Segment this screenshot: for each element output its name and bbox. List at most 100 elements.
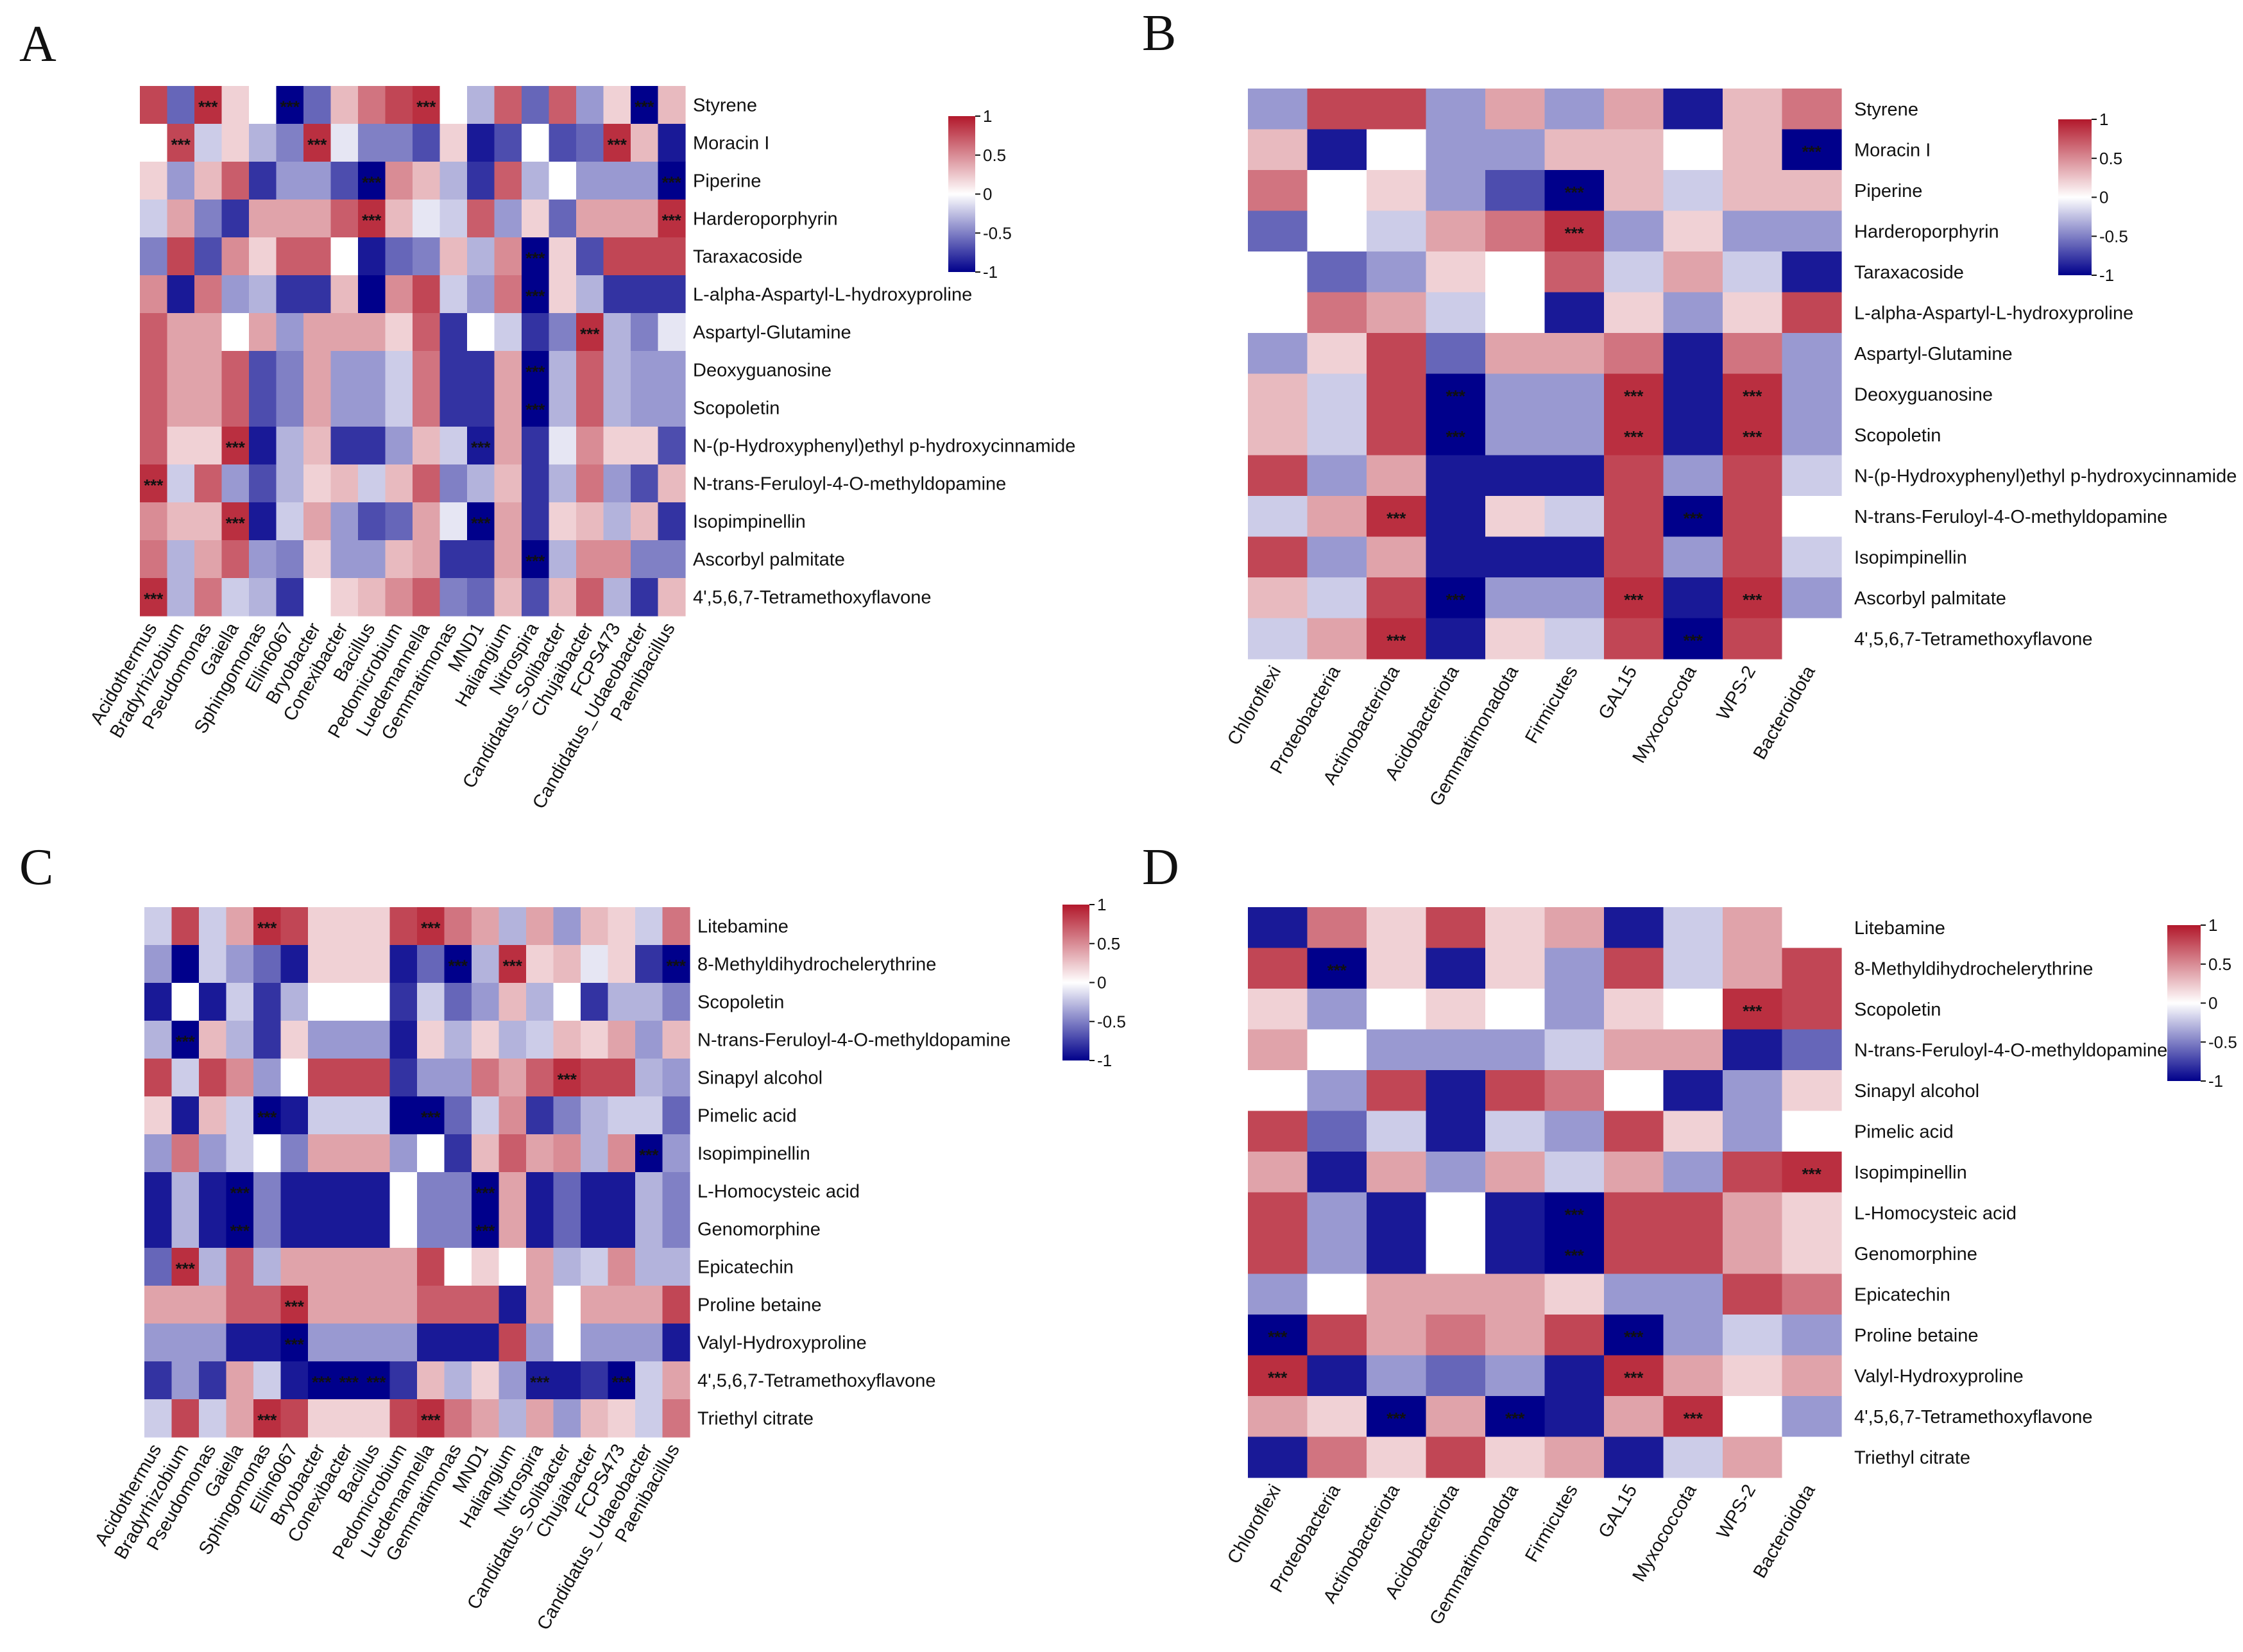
heatmap-cell — [553, 1172, 581, 1211]
heatmap-cell — [1782, 577, 1842, 619]
heatmap-cell — [226, 1172, 254, 1211]
heatmap-cell — [1723, 1355, 1783, 1397]
heatmap-cell — [499, 1324, 527, 1362]
heatmap-cell — [1544, 1436, 1605, 1478]
heatmap-cell — [603, 351, 631, 389]
heatmap-cell — [417, 1096, 445, 1135]
heatmap-cell — [194, 237, 223, 276]
heatmap-cell — [658, 351, 686, 389]
row-label: Scopoletin — [1854, 1000, 1941, 1020]
heatmap-cell — [1426, 1029, 1486, 1071]
colorbar-tick-label: 0.5 — [2099, 149, 2122, 168]
heatmap-cell — [499, 1059, 527, 1097]
heatmap-cell — [635, 1134, 663, 1173]
significance-marker: *** — [612, 1373, 632, 1392]
heatmap-cell — [1604, 373, 1664, 415]
heatmap-cell — [581, 907, 609, 946]
significance-marker: *** — [525, 552, 545, 571]
heatmap-cell — [1367, 1152, 1427, 1193]
heatmap-cell — [1248, 414, 1308, 456]
colorbar — [2058, 119, 2092, 275]
heatmap-cell — [335, 1399, 363, 1438]
heatmap-cell — [1307, 170, 1367, 212]
heatmap-cell — [1485, 1273, 1546, 1315]
significance-marker: *** — [1565, 223, 1585, 243]
significance-marker: *** — [525, 249, 545, 268]
heatmap-cell — [1426, 455, 1486, 497]
heatmap-cell — [658, 86, 686, 124]
heatmap-cell — [1367, 1355, 1427, 1397]
heatmap-cell — [1426, 989, 1486, 1030]
heatmap-cell — [194, 578, 223, 617]
heatmap-cell — [1663, 1315, 1723, 1356]
heatmap-cell — [1307, 1192, 1367, 1234]
heatmap-cell — [549, 502, 577, 541]
heatmap-cell — [171, 1361, 200, 1400]
heatmap-cell — [413, 124, 441, 162]
heatmap-cell — [362, 1399, 391, 1438]
heatmap-cell — [249, 540, 277, 579]
heatmap-cell — [444, 1021, 472, 1059]
significance-marker: *** — [230, 1184, 250, 1203]
heatmap-cell — [494, 351, 522, 389]
heatmap-cell — [499, 1172, 527, 1211]
heatmap-cell — [1367, 373, 1427, 415]
heatmap-cell — [553, 1096, 581, 1135]
significance-marker: *** — [339, 1373, 359, 1392]
colorbar-tick-label: -0.5 — [2099, 226, 2128, 246]
colorbar-tick-label: 1 — [1097, 895, 1106, 914]
heatmap-cell — [467, 124, 495, 162]
heatmap-cell — [553, 1399, 581, 1438]
heatmap-cell — [221, 313, 250, 352]
heatmap-cell — [389, 1286, 418, 1324]
row-label: 4',5,6,7-Tetramethoxyflavone — [697, 1371, 935, 1392]
panel-letter: A — [19, 16, 56, 72]
heatmap-cell — [608, 1059, 636, 1097]
heatmap-cell — [635, 1021, 663, 1059]
heatmap-cell — [658, 162, 686, 200]
heatmap-cell — [303, 578, 332, 617]
heatmap-cell — [631, 162, 659, 200]
heatmap-cell — [1248, 1192, 1308, 1234]
heatmap-cell — [1604, 251, 1664, 293]
panel-letter: C — [19, 839, 53, 896]
heatmap-cell — [1723, 1070, 1783, 1112]
significance-marker: *** — [1743, 427, 1762, 447]
heatmap-cell — [276, 124, 304, 162]
heatmap-cell — [662, 1059, 690, 1097]
significance-marker: *** — [307, 135, 327, 155]
heatmap-cell — [439, 86, 468, 124]
heatmap-cell — [581, 1399, 609, 1438]
heatmap-cell — [330, 464, 359, 503]
heatmap-cell — [385, 464, 413, 503]
heatmap-cell — [631, 427, 659, 465]
heatmap-cell — [253, 1286, 282, 1324]
heatmap-cell — [194, 275, 223, 314]
heatmap-cell — [553, 1210, 581, 1248]
heatmap-cell — [335, 1059, 363, 1097]
heatmap-cell — [1604, 1111, 1664, 1152]
heatmap-cell — [467, 237, 495, 276]
heatmap-cell — [658, 275, 686, 314]
heatmap-cell — [1723, 455, 1783, 497]
significance-marker: *** — [230, 1222, 250, 1241]
heatmap-cell — [635, 1399, 663, 1438]
heatmap-cell — [1367, 455, 1427, 497]
significance-marker: *** — [475, 1222, 495, 1241]
heatmap-cell — [303, 200, 332, 238]
heatmap-cell — [335, 1210, 363, 1248]
heatmap-cell — [308, 1096, 336, 1135]
heatmap-cell — [658, 540, 686, 579]
heatmap-cell — [499, 1021, 527, 1059]
heatmap-cell — [608, 1021, 636, 1059]
heatmap-cell — [1723, 373, 1783, 415]
heatmap-cell — [662, 983, 690, 1021]
heatmap-cell — [549, 200, 577, 238]
heatmap-cell — [171, 907, 200, 946]
heatmap-cell — [1663, 1396, 1723, 1438]
heatmap-cell — [335, 1248, 363, 1286]
heatmap-cell — [662, 945, 690, 984]
heatmap-cell — [444, 945, 472, 984]
heatmap-cell — [167, 124, 195, 162]
heatmap-cell — [439, 502, 468, 541]
